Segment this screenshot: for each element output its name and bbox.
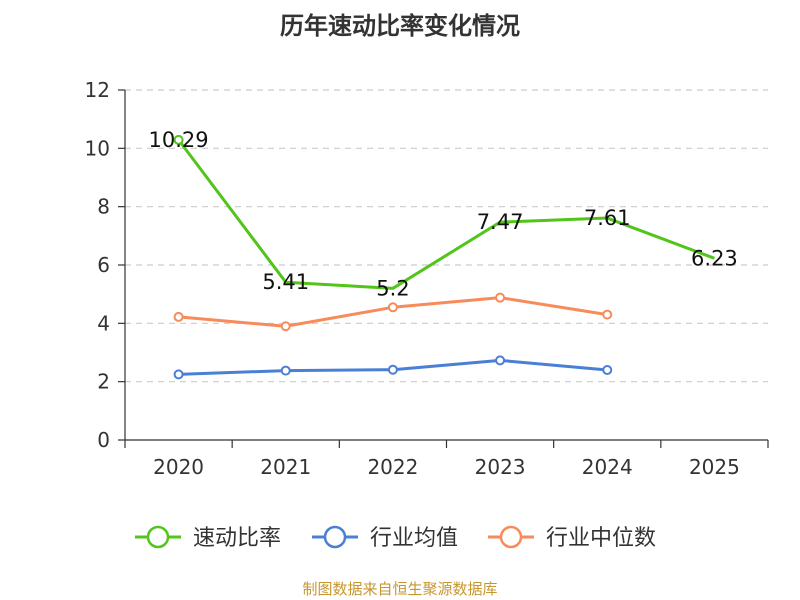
axes: 0 2 4 6 8 10 12 2020 2021 2022 2023 2024 2025 [85, 78, 769, 479]
source-note: 制图数据来自恒生聚源数据库 [302, 580, 498, 598]
data-label-2020: 10.29 [149, 128, 209, 152]
series-1-point-2024 [602, 365, 613, 375]
data-label-2023: 7.47 [477, 210, 524, 234]
y-tick-label-10: 10 [85, 136, 110, 160]
grid-lines [125, 89, 768, 383]
series-2-point-2020 [173, 311, 184, 322]
legend-label-1: 行业均值 [370, 526, 458, 551]
series-2-point-2023 [495, 292, 506, 303]
legend: 速动比率 行业均值 行业中位数 [135, 525, 656, 551]
series-0-point-2020 [173, 134, 184, 145]
x-tick-label-2022: 2022 [367, 455, 418, 479]
chart-title: 历年速动比率变化情况 [280, 12, 520, 40]
y-tick-label-12: 12 [85, 78, 110, 102]
series-1-point-2023 [495, 355, 506, 366]
x-tick-label-2021: 2021 [260, 455, 311, 479]
series-2-point-2022 [387, 302, 398, 313]
series-2-point-2024 [602, 309, 613, 320]
legend-label-2: 行业中位数 [546, 526, 656, 551]
y-tick-label-0: 0 [97, 428, 110, 452]
legend-item-0: 速动比率 [135, 525, 281, 551]
series-1-point-2021 [280, 365, 291, 376]
series-1-point-2020 [173, 369, 184, 380]
x-tick-label-2024: 2024 [582, 455, 633, 479]
series-2-point-2021 [280, 321, 291, 332]
x-tick-label-2023: 2023 [475, 455, 526, 479]
data-labels: 10.29 5.41 5.2 7.47 7.61 6.23 [149, 128, 738, 300]
legend-marker-1 [323, 525, 347, 549]
data-label-2022: 5.2 [376, 276, 409, 300]
legend-label-0: 速动比率 [193, 526, 281, 551]
legend-item-2: 行业中位数 [488, 525, 656, 551]
legend-marker-0 [146, 525, 170, 549]
data-label-2024: 7.61 [584, 206, 631, 230]
y-tick-label-8: 8 [97, 195, 110, 219]
y-tick-label-4: 4 [97, 311, 110, 335]
series-lines [173, 134, 715, 380]
series-1-point-2022 [387, 364, 398, 375]
data-label-2021: 5.41 [262, 270, 309, 294]
series-line-0 [177, 138, 715, 290]
x-tick-label-2025: 2025 [689, 455, 740, 479]
y-tick-label-2: 2 [97, 370, 110, 394]
x-tick-label-2020: 2020 [153, 455, 204, 479]
y-tick-label-6: 6 [97, 253, 110, 277]
legend-marker-2 [499, 525, 523, 549]
data-label-2025: 6.23 [691, 246, 738, 270]
legend-item-1: 行业均值 [312, 525, 458, 551]
